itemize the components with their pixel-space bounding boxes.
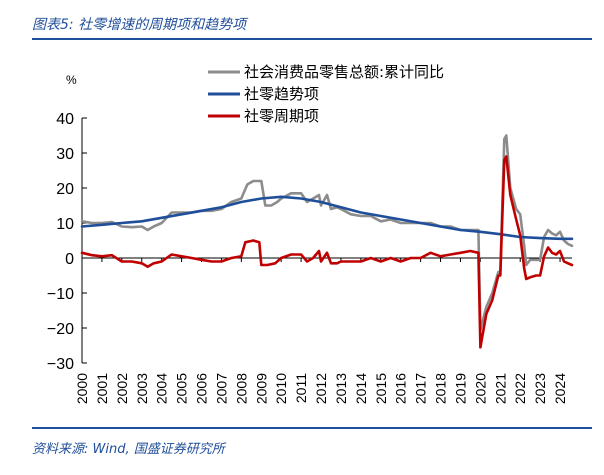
legend-label-3: 社零周期项 — [244, 107, 319, 125]
x-tick-label: 2003 — [134, 373, 150, 404]
x-tick-label: 2013 — [333, 373, 349, 404]
x-tick-label: 2014 — [353, 373, 369, 404]
y-tick-label: 0 — [65, 251, 74, 268]
x-tick-label: 2016 — [393, 373, 409, 404]
y-tick-label: −20 — [47, 321, 74, 338]
x-tick-label: 2010 — [273, 373, 289, 404]
x-tick-label: 2001 — [94, 373, 110, 404]
x-tick-label: 2009 — [253, 373, 269, 404]
x-tick-label: 2005 — [174, 373, 190, 404]
x-tick-label: 2019 — [452, 373, 468, 404]
x-tick-label: 2023 — [532, 373, 548, 404]
x-tick-label: 2000 — [74, 373, 90, 404]
y-tick-label: 10 — [56, 216, 74, 233]
x-tick-label: 2018 — [433, 373, 449, 404]
x-tick-label: 2012 — [313, 373, 329, 404]
y-tick-label: −30 — [47, 356, 74, 373]
x-tick-label: 2020 — [472, 373, 488, 404]
x-tick-label: 2004 — [154, 373, 170, 404]
x-tick-label: 2002 — [114, 373, 130, 404]
source-note: 资料来源: Wind, 国盛证券研究所 — [32, 442, 225, 457]
legend-label-1: 社会消费品零售总额:累计同比 — [244, 63, 444, 81]
figure-title: 图表5: 社零增速的周期项和趋势项 — [32, 17, 247, 33]
y-axis-unit: % — [66, 73, 77, 87]
x-tick-label: 2011 — [293, 373, 309, 403]
series-layer — [80, 134, 574, 349]
legend-label-2: 社零趋势项 — [244, 85, 319, 103]
y-tick-label: 40 — [56, 111, 74, 128]
x-tick-label: 2021 — [492, 373, 508, 404]
x-tick-label: 2024 — [552, 373, 568, 404]
x-tick-label: 2015 — [373, 373, 389, 404]
x-tick-label: 2008 — [233, 373, 249, 404]
y-tick-label: 20 — [56, 181, 74, 198]
y-tick-label: −10 — [47, 286, 74, 303]
series-line-3 — [80, 155, 574, 349]
series-line-2 — [80, 195, 574, 241]
bottom-rule — [32, 427, 592, 429]
top-rule — [32, 38, 592, 40]
x-tick-label: 2007 — [213, 373, 229, 404]
series-line-1 — [80, 134, 574, 332]
y-tick-label: 30 — [56, 146, 74, 163]
x-tick-label: 2017 — [413, 373, 429, 404]
x-tick-label: 2022 — [512, 373, 528, 404]
x-tick-label: 2006 — [194, 373, 210, 404]
